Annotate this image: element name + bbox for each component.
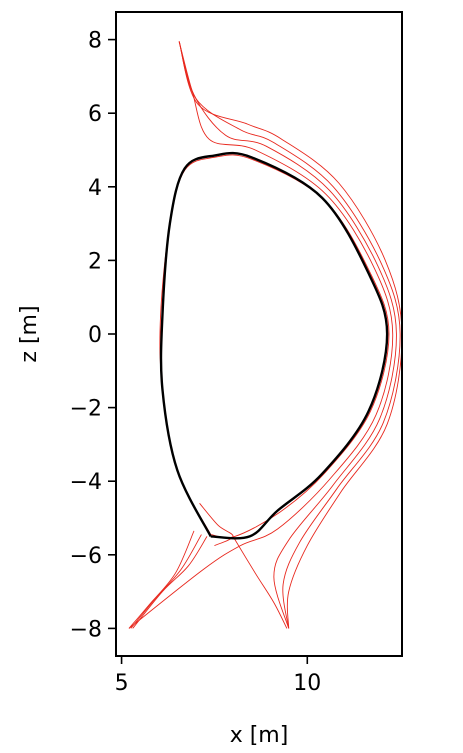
- flux-surface-line-3: [178, 41, 401, 629]
- y-tick-label: 8: [88, 29, 102, 54]
- y-tick-label: 4: [88, 176, 102, 201]
- y-tick-label: −4: [70, 470, 102, 495]
- flux-surface-line-4: [178, 41, 402, 629]
- flux-surface-line-5: [132, 536, 208, 629]
- y-axis-label: z [m]: [17, 305, 42, 362]
- x-tick-label: 5: [115, 671, 129, 696]
- y-tick-label: −6: [70, 544, 102, 569]
- y-tick-label: −2: [70, 397, 102, 422]
- flux-surface-line-6: [130, 534, 202, 629]
- flux-surface-line-7: [128, 530, 195, 629]
- flux-surface-line-0: [159, 154, 390, 539]
- series-layer: [128, 41, 402, 629]
- y-tick-label: −8: [70, 617, 102, 642]
- plot-area: [115, 11, 403, 657]
- flux-surface-line-1: [128, 41, 394, 629]
- boundary-line: [159, 151, 389, 540]
- flux-surface-line-2: [178, 41, 397, 629]
- y-tick-label: 6: [88, 102, 102, 127]
- plot-frame: [115, 11, 403, 657]
- x-axis-label: x [m]: [230, 723, 289, 748]
- x-tick-label: 10: [293, 671, 321, 696]
- flux-surface-line-8: [232, 536, 288, 629]
- y-axis: −8 −6 −4 −2 0 2 4 6 8: [70, 29, 116, 642]
- y-tick-label: 2: [88, 249, 102, 274]
- x-axis: 5 10: [115, 656, 321, 696]
- flux-surface-line-9: [199, 502, 234, 547]
- y-tick-label: 0: [88, 323, 102, 348]
